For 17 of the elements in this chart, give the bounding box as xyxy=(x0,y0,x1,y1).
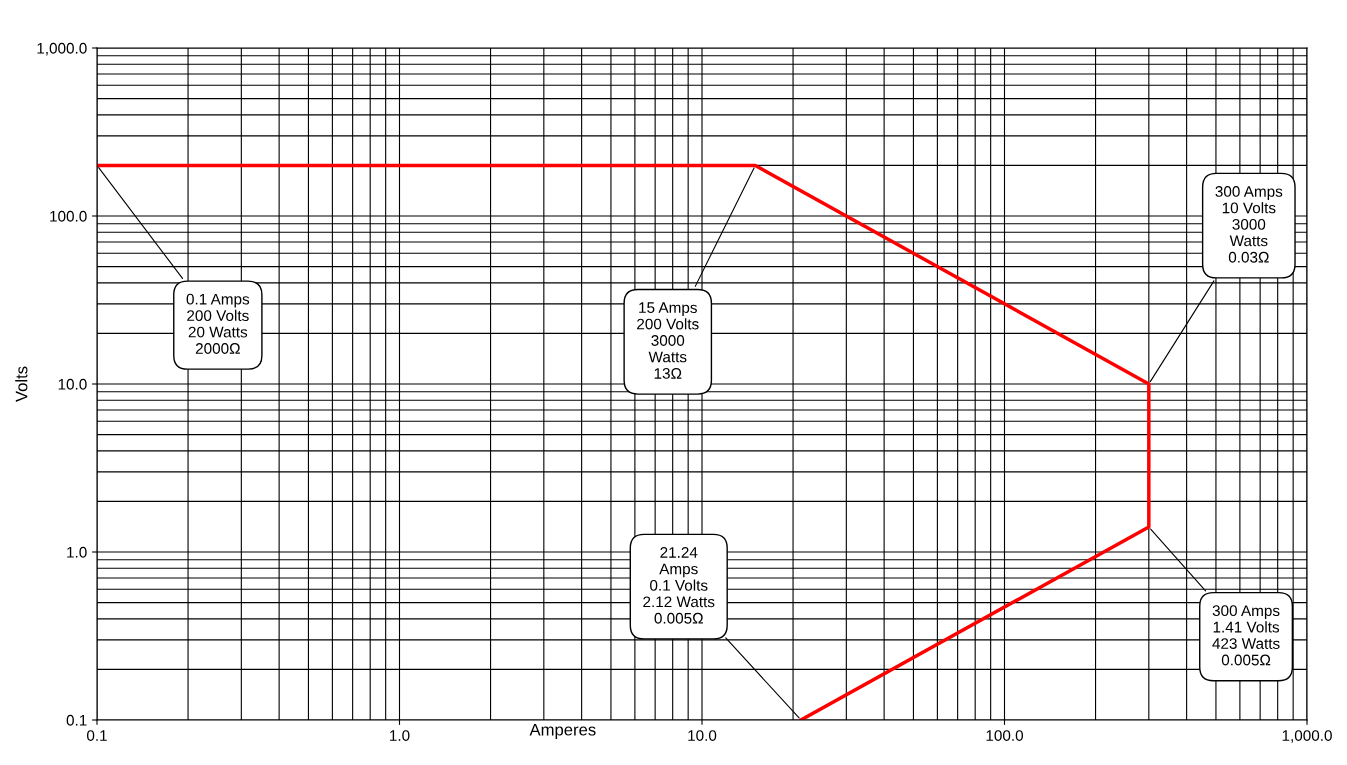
x-tick-label: 100.0 xyxy=(986,730,1024,741)
x-tick-label: 0.1 xyxy=(86,730,107,741)
x-tick-label: 1,000.0 xyxy=(1282,730,1332,743)
annotation: 300 Amps 1.41 Volts 423 Watts 0.005Ω xyxy=(1212,605,1280,666)
annotation: 15 Amps 200 Volts 3000 Watts 13Ω xyxy=(637,302,699,379)
annotation: 300 Amps 10 Volts 3000 Watts 0.03Ω xyxy=(1215,186,1283,263)
x-tick-label: 10.0 xyxy=(688,730,717,741)
y-tick-label: 1,000.0 xyxy=(37,42,87,56)
y-tick-label: 10.0 xyxy=(58,378,87,390)
y-tick-label: 0.1 xyxy=(66,714,87,726)
y-tick-label: 100.0 xyxy=(50,210,87,222)
annotation: 0.1 Amps 200 Volts 20 Watts 2000Ω xyxy=(186,293,250,354)
annotation: 21.24 Amps 0.1 Volts 2.12 Watts 0.005Ω xyxy=(643,547,715,624)
y-axis-title: Volts xyxy=(15,366,28,402)
x-tick-label: 1.0 xyxy=(390,730,410,741)
y-tick-label: 1.0 xyxy=(67,546,87,558)
x-axis-title: Amperes xyxy=(529,723,596,739)
